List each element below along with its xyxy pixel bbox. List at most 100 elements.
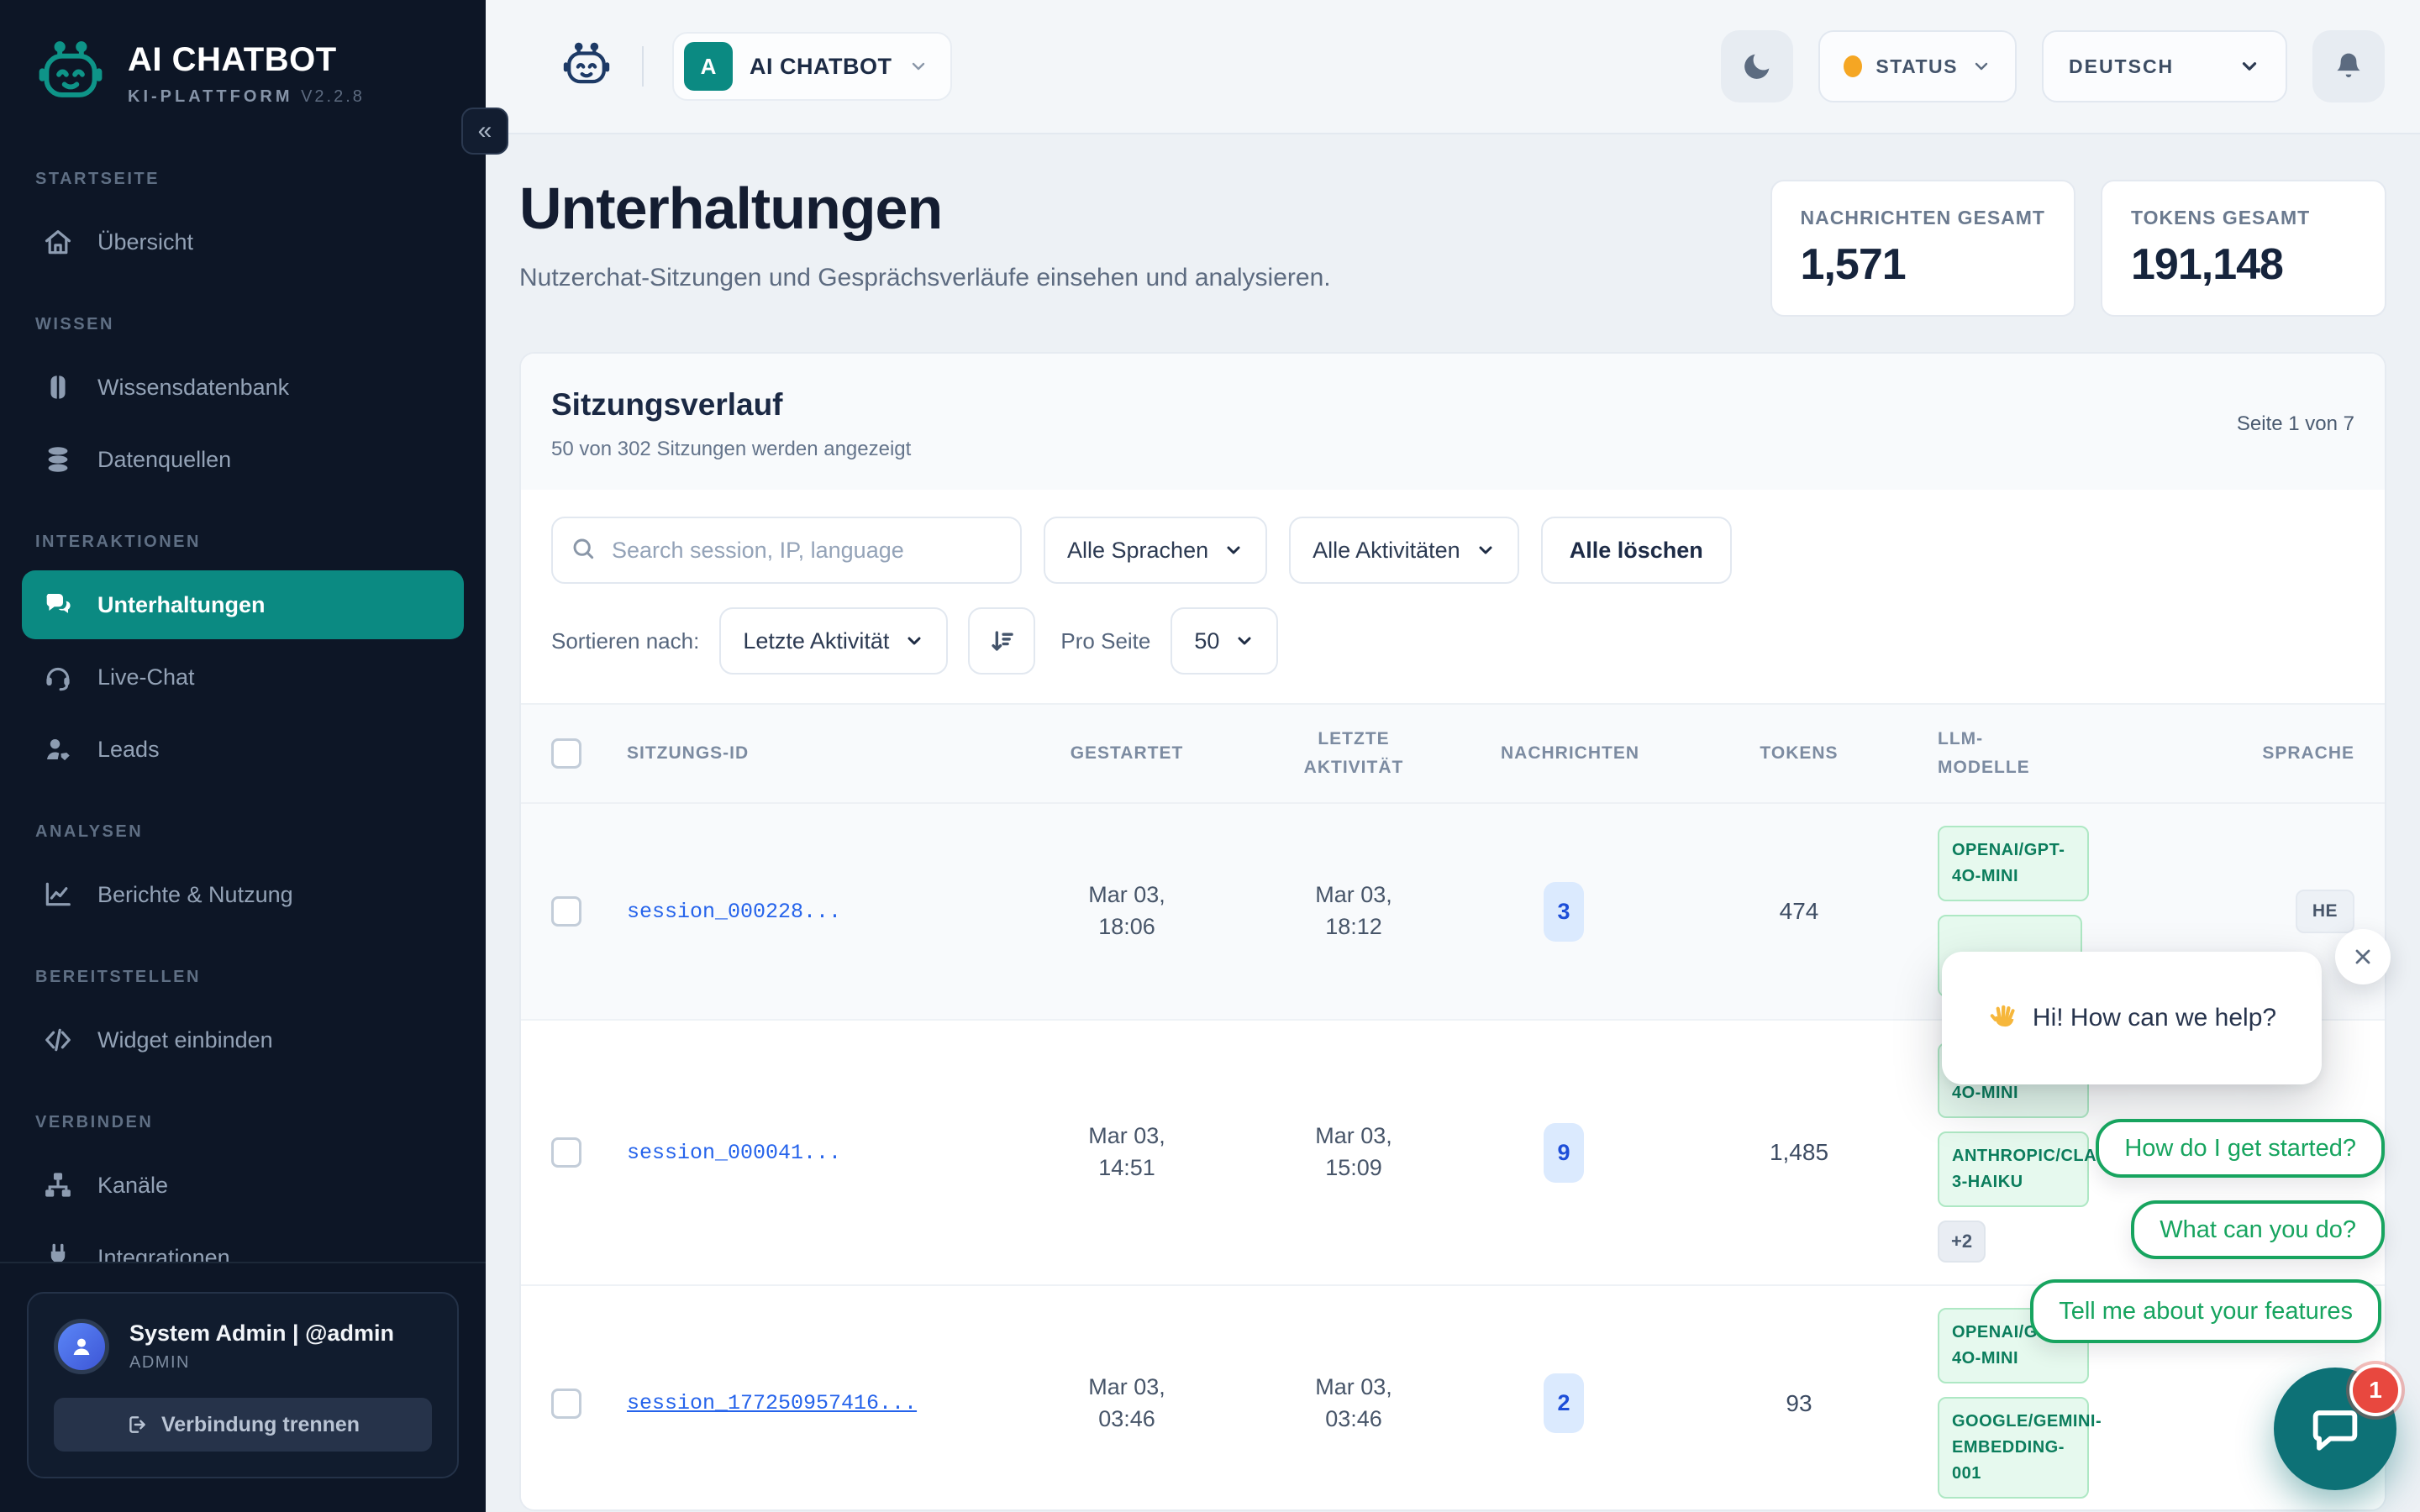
select-all-checkbox[interactable]	[551, 738, 581, 769]
brand: AI CHATBOT KI-PLATTFORM V2.2.8	[0, 0, 486, 119]
session-id-link[interactable]: session_177250957416...	[627, 1391, 918, 1415]
sidebar-item-label: Leads	[97, 736, 160, 762]
started-cell: Mar 03, 03:46	[1088, 1373, 1165, 1431]
avatar	[54, 1319, 109, 1374]
network-icon	[42, 1169, 74, 1201]
suggestion-chip-1[interactable]: How do I get started?	[2096, 1119, 2385, 1178]
sort-direction-button[interactable]	[968, 607, 1036, 675]
sidebar-item-kanäle[interactable]: Kanäle	[22, 1151, 464, 1220]
sidebar-item-label: Widget einbinden	[97, 1026, 273, 1053]
sidebar-item-live-chat[interactable]: Live-Chat	[22, 643, 464, 711]
sidebar-item-übersicht[interactable]: Übersicht	[22, 207, 464, 276]
stat-card-messages: NACHRICHTEN GESAMT 1,571	[1770, 180, 2075, 317]
nav-section-label: ANALYSEN	[35, 822, 144, 841]
sidebar-item-label: Wissensdatenbank	[97, 374, 290, 400]
row-checkbox[interactable]	[551, 1137, 581, 1168]
messages-count-badge: 3	[1544, 881, 1584, 942]
page-subtitle: Nutzerchat-Sitzungen und Gesprächsverläu…	[519, 264, 1331, 291]
language-filter-select[interactable]: Alle Sprachen	[1044, 517, 1268, 584]
home-icon	[42, 226, 74, 258]
sidebar-item-label: Datenquellen	[97, 446, 232, 472]
sort-label: Sortieren nach:	[551, 627, 700, 654]
close-icon	[2355, 949, 2370, 964]
nav-section-analysen: ANALYSEN Berichte & Nutzung	[22, 822, 464, 929]
sidebar-item-label: Berichte & Nutzung	[97, 881, 293, 907]
status-dropdown[interactable]: STATUS	[1818, 30, 2017, 102]
search-input[interactable]	[551, 517, 1022, 584]
row-checkbox[interactable]	[551, 896, 581, 927]
suggestion-chip-3[interactable]: Tell me about your features	[2030, 1279, 2381, 1343]
database-icon	[42, 444, 74, 475]
unread-count-badge: 1	[2349, 1364, 2402, 1416]
nav-section-label: WISSEN	[35, 315, 114, 333]
suggestion-chip-2[interactable]: What can you do?	[2131, 1200, 2385, 1259]
nav-section-label: STARTSEITE	[35, 170, 160, 188]
stat-value: 1,571	[1800, 240, 1907, 289]
leads-icon	[42, 733, 74, 765]
chevron-down-icon	[2242, 62, 2257, 71]
panel-subtitle: 50 von 302 Sitzungen werden angezeigt	[551, 438, 912, 460]
sidebar-item-wissensdatenbank[interactable]: Wissensdatenbank	[22, 353, 464, 422]
headset-icon	[42, 661, 74, 693]
chat-greeting-bubble: 👋 Hi! How can we help?	[1942, 952, 2322, 1084]
nav-section-bereitstellen: BEREITSTELLEN Widget einbinden	[22, 968, 464, 1074]
sort-bar: Sortieren nach: Letzte Aktivität Pro Sei…	[521, 596, 2385, 703]
column-header-gestartet: GESTARTET	[1070, 743, 1184, 764]
sort-select[interactable]: Letzte Aktivität	[719, 607, 949, 675]
column-header-sprache: SPRACHE	[2262, 743, 2354, 764]
dark-mode-toggle[interactable]	[1721, 30, 1794, 102]
column-header-sitzungs-id: SITZUNGS-ID	[627, 743, 750, 764]
divider	[642, 46, 644, 87]
sidebar-item-label: Unterhaltungen	[97, 591, 266, 617]
nav-section-verbinden: VERBINDENKanäleIntegrationenSynchronisie…	[22, 1113, 464, 1262]
language-value: DEUTSCH	[2069, 55, 2175, 77]
chevron-down-icon	[913, 62, 925, 71]
column-header-tokens: TOKENS	[1760, 743, 1839, 764]
brand-text: AI CHATBOT KI-PLATTFORM V2.2.8	[128, 41, 365, 107]
chat-bubble-icon	[2312, 1410, 2358, 1451]
per-page-select[interactable]: 50	[1171, 607, 1279, 675]
brain-icon	[42, 371, 74, 403]
user-area: System Admin | @admin ADMIN Verbindung t…	[0, 1262, 486, 1512]
stat-card-tokens: TOKENS GESAMT 191,148	[2101, 180, 2386, 317]
messages-count-badge: 9	[1544, 1122, 1584, 1183]
search-icon	[573, 538, 594, 559]
nav-section-wissen: WISSEN Wissensdatenbank Datenquellen	[22, 315, 464, 494]
bot-switcher[interactable]: A AI CHATBOT	[672, 32, 953, 101]
nav-section-interaktionen: INTERAKTIONEN Unterhaltungen Live-Chat Lead…	[22, 533, 464, 784]
row-checkbox[interactable]	[551, 1388, 581, 1419]
bell-icon	[2337, 53, 2360, 77]
sidebar-item-widget-einbinden[interactable]: Widget einbinden	[22, 1005, 464, 1074]
sidebar-item-leads[interactable]: Leads	[22, 715, 464, 784]
search-wrap	[551, 517, 1022, 584]
language-select[interactable]: DEUTSCH	[2042, 30, 2287, 102]
page-title: Unterhaltungen	[519, 176, 943, 241]
brand-subtitle: KI-PLATTFORM V2.2.8	[128, 87, 365, 106]
moon-icon	[1744, 54, 1770, 79]
robot-logo-icon	[560, 39, 613, 93]
session-id-link[interactable]: session_000228...	[627, 899, 842, 924]
model-badge: ANTHROPIC/CLAUDE-3-HAIKU	[1938, 1131, 2139, 1207]
started-cell: Mar 03, 14:51	[1088, 1123, 1165, 1180]
session-id-link[interactable]: session_000041...	[627, 1140, 842, 1165]
user-name: System Admin | @admin	[129, 1320, 394, 1346]
notifications-button[interactable]	[2312, 30, 2385, 102]
sidebar-item-label: Übersicht	[97, 228, 194, 255]
disconnect-button[interactable]: Verbindung trennen	[54, 1398, 432, 1452]
sidebar-item-berichte-nutzung[interactable]: Berichte & Nutzung	[22, 860, 464, 929]
chat-close-button[interactable]	[2335, 929, 2391, 984]
brand-version: V2.2.8	[301, 87, 365, 106]
sort-desc-icon	[992, 631, 1014, 651]
chat-icon	[42, 589, 74, 621]
sidebar-item-integrationen[interactable]: Integrationen	[22, 1223, 464, 1262]
table-header-row: SITZUNGS-ID GESTARTET LETZTE AKTIVITÄT NACH…	[521, 703, 2385, 804]
sidebar-item-datenquellen[interactable]: Datenquellen	[22, 425, 464, 494]
sidebar-collapse-button[interactable]: «	[461, 108, 508, 155]
sidebar-item-unterhaltungen[interactable]: Unterhaltungen	[22, 570, 464, 639]
clear-all-button[interactable]: Alle löschen	[1540, 517, 1732, 584]
activity-filter-select[interactable]: Alle Aktivitäten	[1289, 517, 1519, 584]
status-dot-icon	[1844, 55, 1863, 77]
nav-section-startseite: STARTSEITE Übersicht	[22, 170, 464, 276]
chevron-down-icon	[908, 637, 921, 645]
